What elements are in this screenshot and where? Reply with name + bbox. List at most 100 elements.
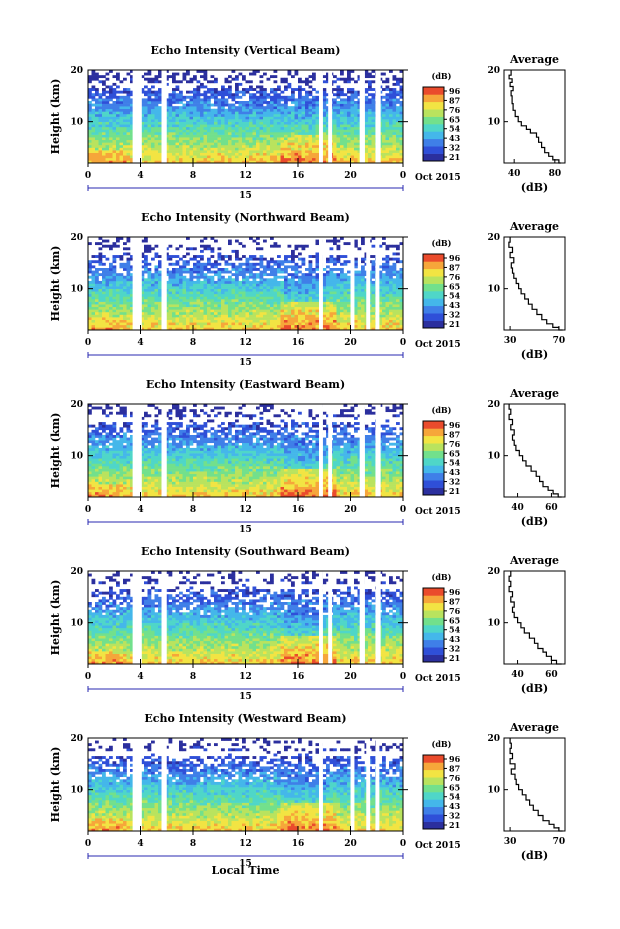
heatmap-cell	[259, 103, 264, 107]
heatmap-cell	[231, 119, 236, 122]
heatmap-cell	[144, 137, 148, 141]
heatmap-cell	[165, 304, 169, 308]
heatmap-cell	[385, 98, 390, 102]
heatmap-cell	[385, 319, 390, 323]
heatmap-cell	[105, 157, 110, 161]
heatmap-cell	[291, 101, 295, 104]
heatmap-cell	[224, 311, 229, 315]
heatmap-cell	[189, 98, 194, 102]
heatmap-cell	[305, 311, 309, 315]
heatmap-cell	[371, 288, 376, 292]
heatmap-cell	[196, 106, 201, 110]
heatmap-cell	[112, 93, 117, 97]
heatmap-cell	[350, 157, 355, 161]
heatmap-cell	[308, 293, 313, 297]
heatmap-cell	[308, 296, 313, 300]
heatmap-cell	[172, 88, 176, 91]
heatmap-cell	[357, 106, 362, 110]
heatmap-cell	[389, 283, 393, 287]
heatmap-cell	[277, 314, 281, 318]
heatmap-cell	[175, 134, 180, 138]
heatmap-cell	[396, 77, 400, 81]
heatmap-cell	[221, 142, 225, 146]
heatmap-cell	[273, 309, 278, 313]
heatmap-cell	[270, 260, 274, 264]
heatmap-cell	[158, 270, 162, 274]
heatmap-cell	[214, 317, 218, 320]
heatmap-cell	[326, 324, 330, 328]
heatmap-cell	[217, 311, 222, 315]
heatmap-cell	[354, 314, 358, 318]
heatmap-cell	[102, 319, 106, 323]
heatmap-cell	[298, 137, 302, 141]
heatmap-cell	[193, 268, 197, 271]
heatmap-cell	[203, 144, 208, 148]
heatmap-cell	[214, 324, 218, 328]
heatmap-cell	[357, 160, 362, 164]
data-gap	[328, 70, 333, 163]
heatmap-cell	[277, 306, 281, 310]
heatmap-cell	[228, 293, 232, 297]
heatmap-cell	[343, 275, 348, 279]
heatmap-cell	[221, 291, 225, 295]
heatmap-cell	[266, 124, 271, 128]
heatmap-cell	[242, 101, 246, 104]
heatmap-cell	[277, 304, 281, 308]
heatmap-cell	[399, 304, 404, 308]
heatmap-cell	[392, 160, 397, 164]
heatmap-cell	[392, 280, 397, 284]
x-tick-label: 12	[239, 171, 252, 181]
heatmap-cell	[245, 129, 250, 133]
heatmap-cell	[385, 265, 390, 269]
heatmap-cell	[354, 324, 358, 328]
heatmap-cell	[189, 304, 194, 308]
heatmap-cell	[385, 160, 390, 164]
heatmap-cell	[231, 77, 236, 81]
heatmap-cell	[291, 111, 295, 115]
heatmap-cell	[158, 160, 162, 164]
heatmap-cell	[382, 262, 386, 266]
heatmap-cell	[140, 327, 145, 331]
heatmap-cell	[347, 306, 351, 310]
heatmap-cell	[119, 283, 124, 287]
heatmap-cell	[389, 314, 393, 318]
heatmap-cell	[154, 134, 159, 138]
heatmap-cell	[207, 275, 211, 279]
heatmap-cell	[168, 116, 173, 120]
heatmap-cell	[245, 137, 250, 141]
heatmap-cell	[396, 155, 400, 159]
heatmap-cell	[368, 106, 372, 110]
heatmap-cell	[172, 116, 176, 120]
heatmap-cell	[186, 291, 190, 295]
heatmap-cell	[116, 283, 120, 287]
heatmap-cell	[189, 314, 194, 318]
heatmap-cell	[298, 265, 302, 269]
heatmap-cell	[95, 291, 99, 295]
heatmap-cell	[368, 124, 372, 128]
heatmap-cell	[399, 124, 404, 128]
heatmap-cell	[203, 101, 208, 104]
heatmap-cell	[172, 101, 176, 104]
heatmap-cell	[105, 103, 110, 107]
heatmap-cell	[396, 144, 400, 148]
heatmap-cell	[280, 262, 285, 266]
heatmap-cell	[175, 126, 180, 130]
heatmap-cell	[259, 116, 264, 120]
heatmap-cell	[315, 116, 320, 120]
heatmap-cell	[168, 75, 173, 79]
heatmap-cell	[224, 260, 229, 264]
heatmap-cell	[245, 262, 250, 266]
heatmap-cell	[235, 85, 239, 89]
heatmap-cell	[207, 157, 211, 161]
heatmap-cell	[389, 144, 393, 148]
heatmap-cell	[200, 101, 204, 104]
heatmap-cell	[179, 132, 183, 135]
heatmap-cell	[336, 150, 341, 153]
heatmap-cell	[193, 116, 197, 120]
heatmap-cell	[200, 93, 204, 97]
heatmap-cell	[123, 311, 127, 315]
heatmap-cell	[196, 119, 201, 122]
heatmap-cell	[165, 273, 169, 277]
heatmap-cell	[91, 137, 96, 141]
heatmap-cell	[266, 280, 271, 284]
